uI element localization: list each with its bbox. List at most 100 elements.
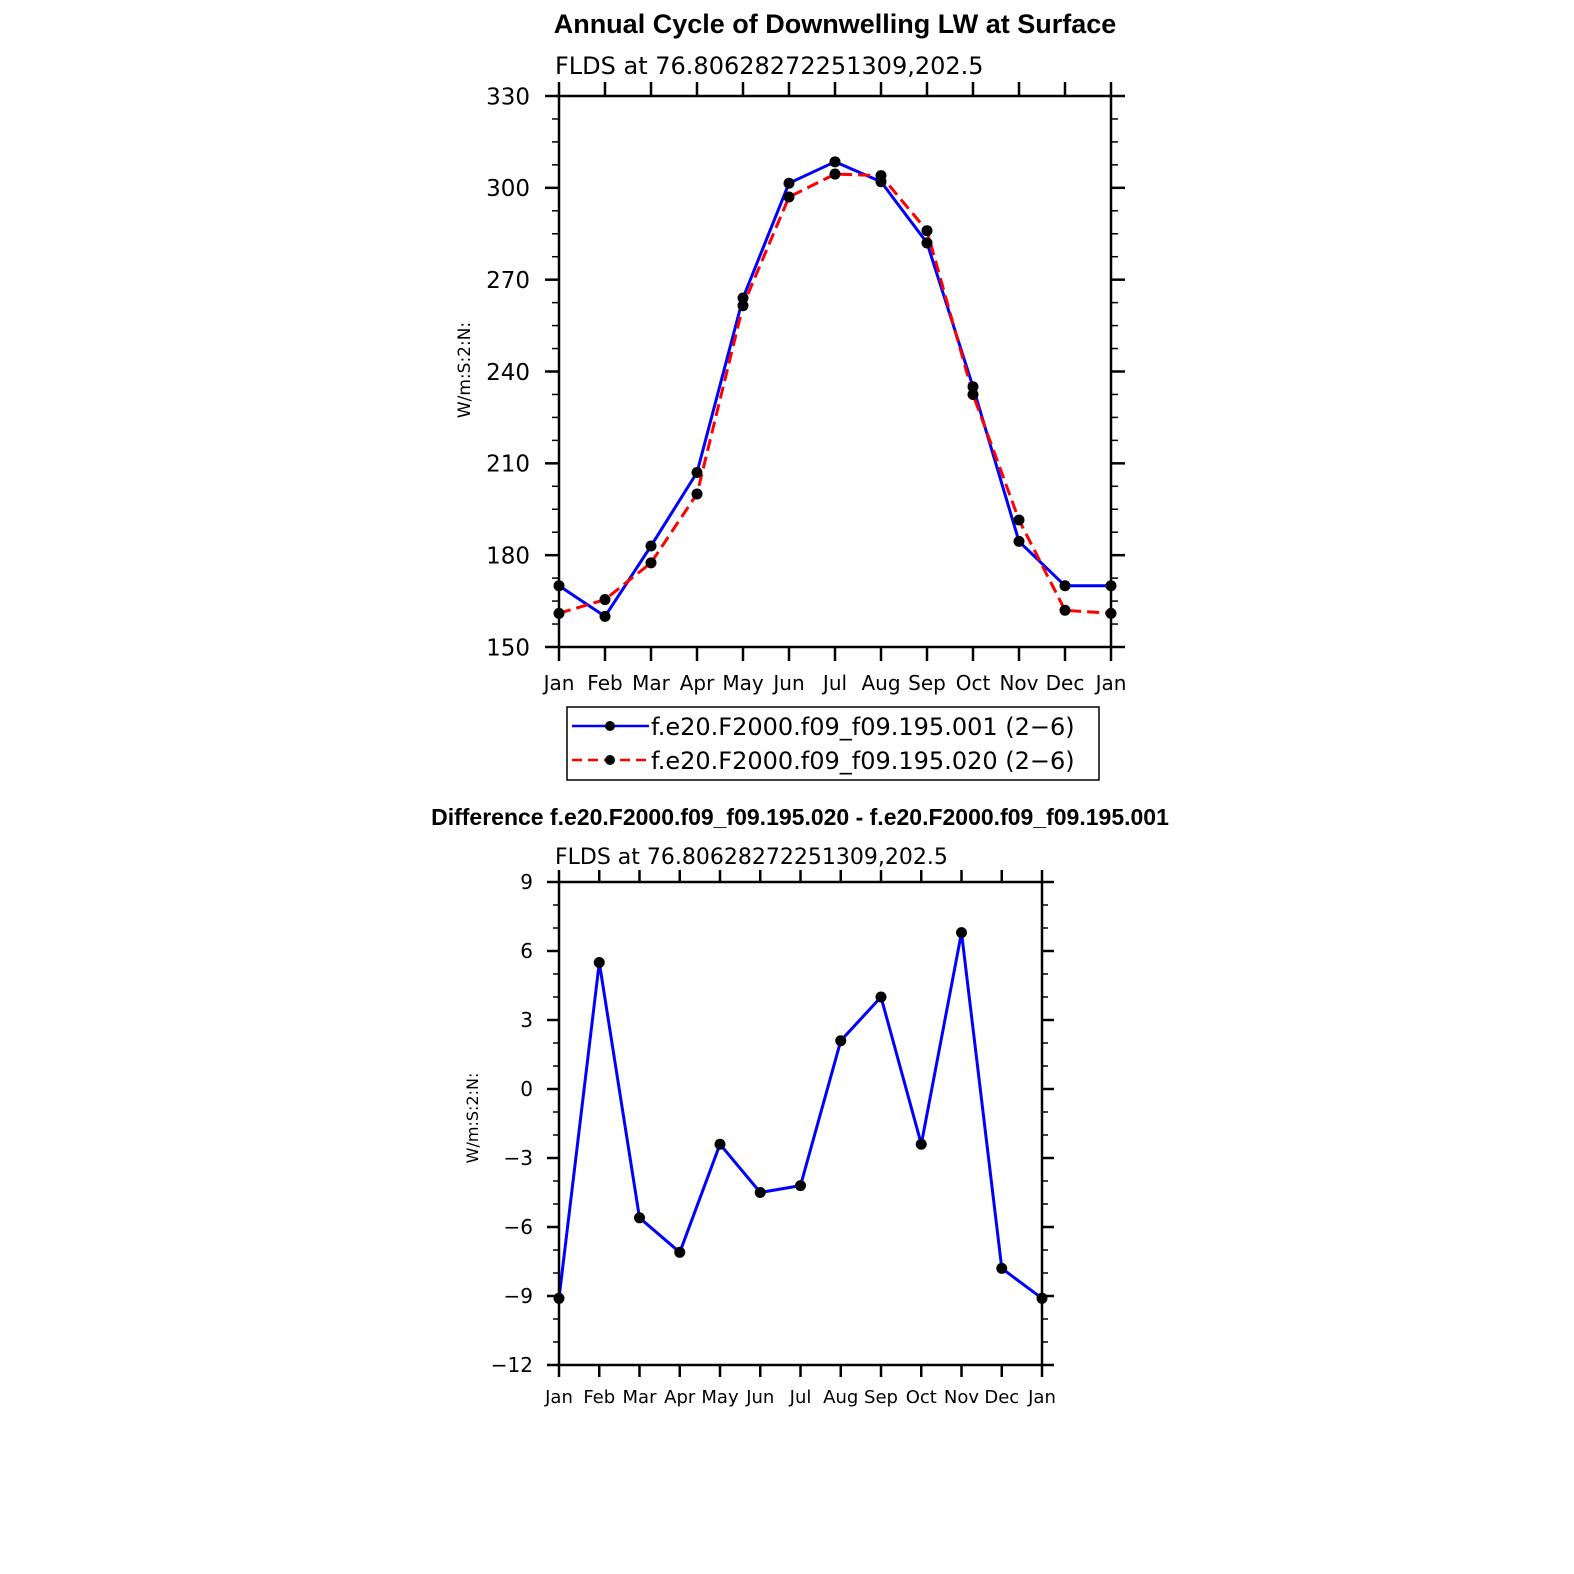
- x-tick-label: Jul: [789, 1387, 812, 1408]
- data-point: [645, 540, 657, 552]
- x-tick-label: Jan: [544, 1387, 573, 1408]
- data-point: [593, 957, 605, 968]
- x-tick-label: Jul: [821, 671, 847, 695]
- legend: f.e20.F2000.f09_f09.195.001 (2−6) f.e20.…: [566, 706, 1100, 781]
- chart-subtitle: FLDS at 76.80628272251309,202.5: [555, 845, 948, 870]
- x-tick-label: Mar: [623, 1387, 658, 1408]
- difference-chart: Difference f.e20.F2000.f09_f09.195.020 -…: [431, 804, 1169, 1408]
- axis-ticks: [547, 870, 1054, 1377]
- y-tick-label: 3: [520, 1008, 533, 1032]
- x-tick-label: Jun: [745, 1387, 774, 1408]
- x-tick-label: May: [701, 1387, 739, 1408]
- x-tick-labels: Jan Feb Mar Apr May Jun Jul Aug Sep Oct Nov Dec Jan: [542, 671, 1127, 695]
- data-point: [674, 1246, 686, 1258]
- data-point: [921, 225, 933, 237]
- data-point: [645, 557, 657, 569]
- data-point: [829, 168, 841, 180]
- data-point: [875, 991, 887, 1003]
- data-point: [1013, 514, 1025, 526]
- y-tick-label: −3: [504, 1146, 533, 1170]
- legend-label-series-2: f.e20.F2000.f09_f09.195.020 (2−6): [651, 747, 1075, 775]
- legend-label-series-1: f.e20.F2000.f09_f09.195.001 (2−6): [651, 713, 1075, 741]
- x-tick-label: Nov: [999, 671, 1038, 695]
- y-tick-label: −12: [491, 1353, 533, 1377]
- legend-marker-series-1: [605, 721, 615, 731]
- y-tick-labels: −12 −9 −6 −3 0 3 6 9: [491, 870, 533, 1377]
- series-group: [553, 927, 1048, 1304]
- chart-subtitle: FLDS at 76.80628272251309,202.5: [555, 52, 984, 80]
- y-tick-labels: 150 180 210 240 270 300 330: [486, 84, 530, 661]
- x-tick-label: Sep: [908, 671, 946, 695]
- y-tick-label: 0: [520, 1077, 533, 1101]
- x-tick-label: Aug: [861, 671, 900, 695]
- data-point: [634, 1212, 645, 1224]
- x-tick-label: Jan: [1027, 1387, 1056, 1408]
- x-tick-label: Nov: [944, 1387, 979, 1408]
- data-point: [956, 927, 967, 939]
- data-point: [754, 1187, 766, 1198]
- x-tick-label: Jan: [542, 671, 575, 695]
- data-point: [967, 381, 979, 393]
- data-point: [1013, 535, 1025, 547]
- data-point: [996, 1262, 1008, 1274]
- data-point: [599, 610, 611, 622]
- series-line-2: [558, 172, 1112, 615]
- y-tick-label: 6: [520, 939, 533, 963]
- y-tick-label: 9: [520, 870, 533, 894]
- data-point: [875, 170, 887, 182]
- x-tick-label: Apr: [664, 1387, 696, 1408]
- y-tick-label: 330: [486, 84, 530, 110]
- x-tick-label: Oct: [956, 671, 991, 695]
- x-tick-label: Feb: [587, 671, 622, 695]
- data-point: [921, 237, 933, 249]
- x-tick-label: Sep: [864, 1387, 898, 1408]
- data-point: [1059, 580, 1071, 592]
- plot-frame: [557, 880, 1044, 1367]
- y-tick-label: 240: [486, 360, 530, 386]
- chart-title: Difference f.e20.F2000.f09_f09.195.020 -…: [431, 804, 1169, 830]
- x-tick-label: Oct: [906, 1387, 937, 1408]
- data-point: [967, 388, 979, 400]
- series-group: [553, 156, 1117, 622]
- x-tick-label: Jan: [1094, 671, 1127, 695]
- x-tick-label: Aug: [823, 1387, 858, 1408]
- x-tick-label: Apr: [680, 671, 715, 695]
- data-point: [737, 292, 749, 304]
- y-tick-label: −6: [504, 1215, 533, 1239]
- series-line-1: [557, 931, 1043, 1300]
- series-line-1: [558, 160, 1111, 618]
- x-tick-label: Feb: [583, 1387, 615, 1408]
- y-tick-label: 270: [486, 268, 530, 294]
- x-tick-label: Jun: [771, 671, 804, 695]
- data-point: [737, 300, 749, 312]
- data-point: [915, 1138, 927, 1150]
- y-tick-label: 210: [486, 452, 530, 478]
- y-tick-label: 180: [486, 543, 530, 569]
- plot-frame: [557, 94, 1113, 649]
- x-tick-label: May: [722, 671, 764, 695]
- legend-box: [566, 706, 1100, 781]
- data-point: [829, 156, 841, 168]
- y-axis-label: W/m:S:2:N:: [455, 322, 475, 418]
- y-tick-label: 150: [486, 635, 530, 661]
- legend-marker-series-2: [605, 755, 615, 765]
- x-tick-label: Mar: [632, 671, 671, 695]
- data-point: [1059, 604, 1071, 616]
- x-tick-label: Dec: [984, 1387, 1019, 1408]
- x-tick-label: Dec: [1046, 671, 1085, 695]
- data-point: [783, 177, 795, 189]
- data-point: [783, 191, 795, 203]
- x-tick-labels: Jan Feb Mar Apr May Jun Jul Aug Sep Oct Nov Dec Jan: [544, 1387, 1056, 1408]
- data-point: [691, 488, 703, 500]
- data-point: [599, 594, 611, 606]
- data-point: [714, 1138, 726, 1150]
- data-point: [795, 1180, 806, 1192]
- y-tick-label: 300: [486, 176, 530, 202]
- y-axis-label: W/m:S:2:N:: [463, 1073, 482, 1164]
- data-point: [691, 467, 703, 479]
- data-point: [835, 1035, 847, 1047]
- chart-title: Annual Cycle of Downwelling LW at Surfac…: [554, 9, 1117, 39]
- y-tick-label: −9: [504, 1284, 533, 1308]
- annual-cycle-chart: Annual Cycle of Downwelling LW at Surfac…: [455, 9, 1126, 695]
